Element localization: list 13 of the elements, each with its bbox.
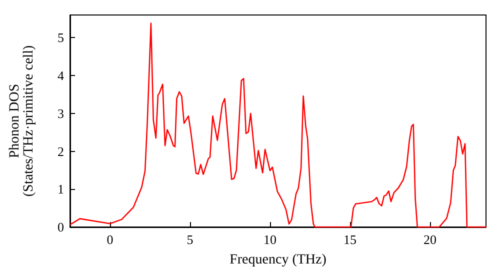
y-tick-label: 4: [58, 68, 64, 84]
y-tick-label: 2: [58, 144, 64, 159]
x-tick-label: 20: [424, 232, 436, 247]
x-tick-label: 10: [264, 232, 276, 247]
y-tick-label: 1: [58, 182, 64, 197]
x-tick-label: 5: [186, 232, 194, 247]
y-tick-label: 5: [58, 30, 64, 46]
x-tick-label: 15: [344, 232, 356, 247]
x-tick-label: 0: [106, 232, 114, 247]
y-tick-label: 0: [58, 220, 64, 234]
y-tick-label: 3: [58, 106, 64, 121]
x-axis-title: Frequency (THz): [230, 252, 327, 268]
y-axis-title: Phonon DOS (States/THz·primitive cell): [8, 45, 36, 197]
